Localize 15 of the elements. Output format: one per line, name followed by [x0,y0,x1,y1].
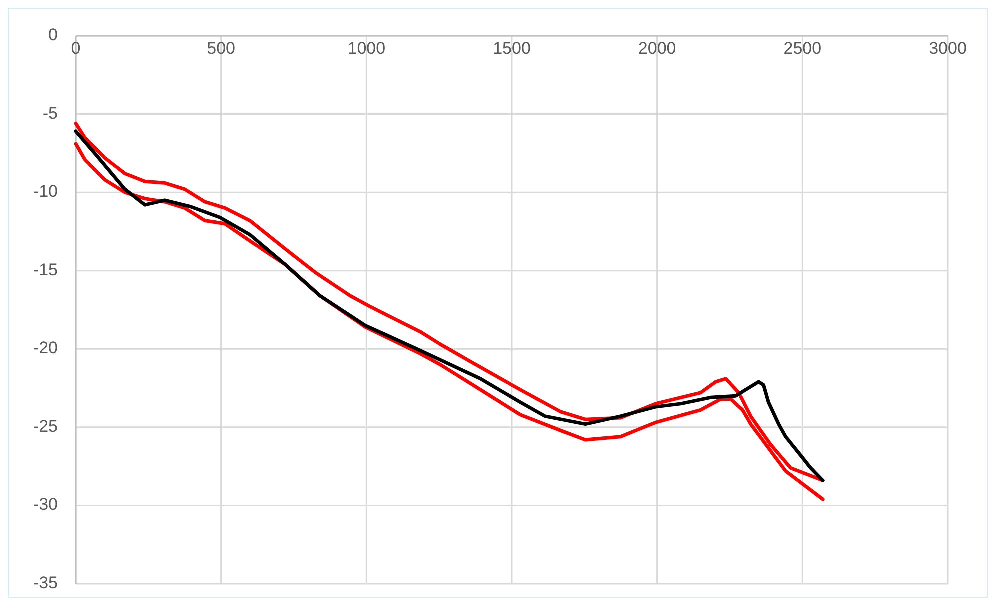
x-tick-label: 2500 [784,39,822,58]
x-tick-label: 3000 [929,39,967,58]
y-tick-label: -5 [42,104,58,123]
x-tick-label: 1000 [348,39,386,58]
y-tick-label: -10 [33,182,58,202]
x-tick-label: 0 [71,39,81,58]
y-tick-label: -25 [33,416,58,436]
y-tick-label: -35 [33,573,58,592]
y-tick-label: -15 [33,260,58,280]
x-tick-label: 500 [207,39,236,58]
y-tick-label: -20 [33,338,58,358]
x-tick-label: 1500 [493,39,531,58]
y-tick-label: 0 [48,25,58,44]
x-tick-label: 2000 [638,39,676,58]
y-tick-label: -30 [33,495,58,514]
